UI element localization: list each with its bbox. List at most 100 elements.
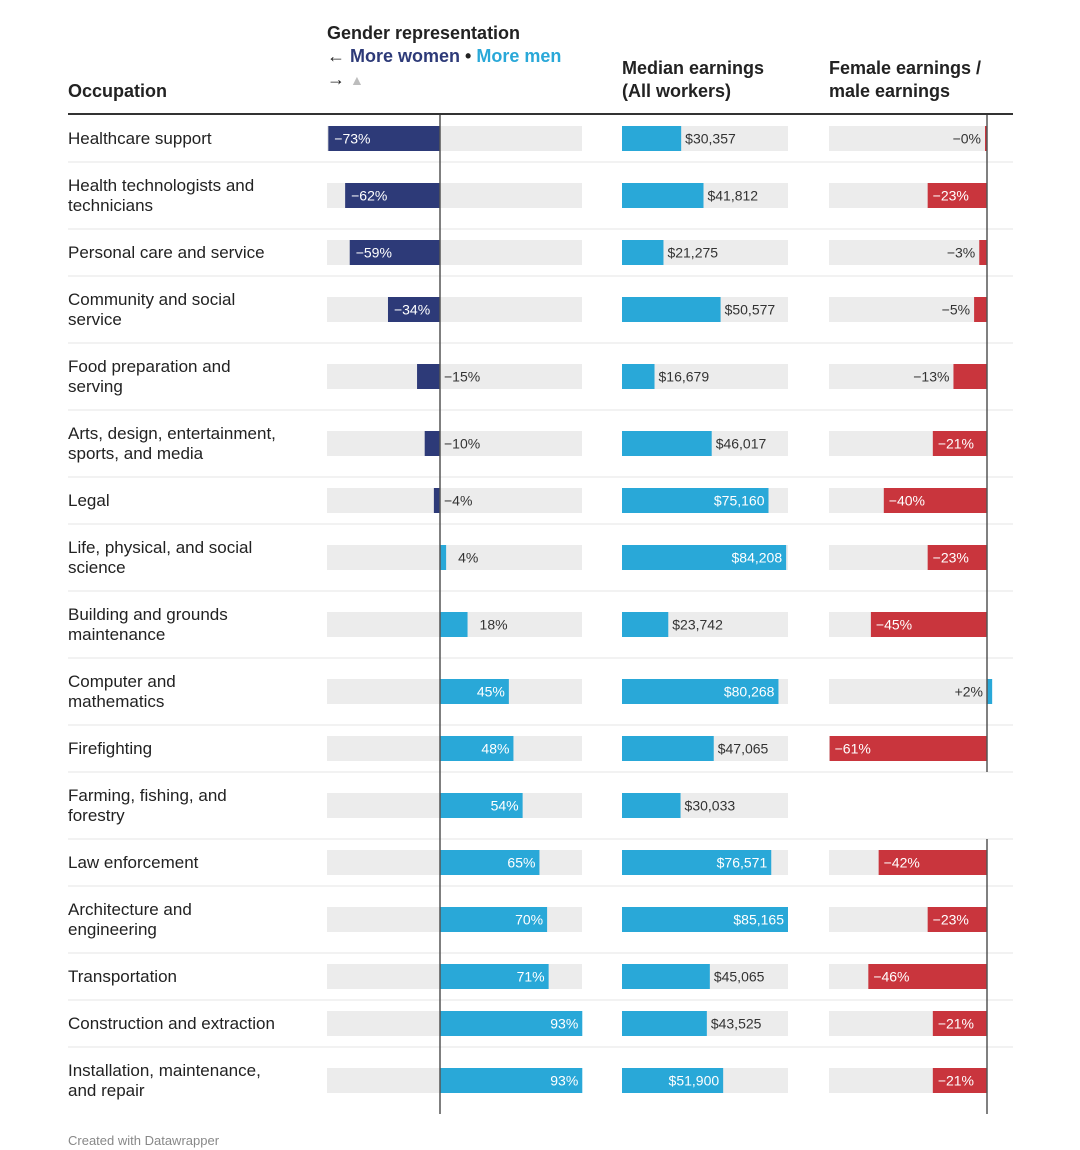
gender-value-label: −15% — [444, 369, 480, 385]
ratio-bar — [932, 431, 987, 456]
gender-track — [327, 431, 582, 456]
ratio-value-label: −46% — [873, 969, 909, 985]
occupation-label: Legal — [68, 491, 110, 510]
ratio-bar — [953, 364, 987, 389]
right-arrow-icon: → — [327, 69, 345, 89]
occupation-label-line2: engineering — [68, 920, 157, 939]
gender-track — [327, 545, 582, 570]
earnings-bar — [622, 679, 779, 704]
earnings-bar — [622, 907, 788, 932]
ratio-bar — [932, 1068, 987, 1093]
ratio-value-label: −23% — [933, 188, 969, 204]
ratio-track — [829, 679, 987, 704]
ratio-value-label: −21% — [938, 1073, 974, 1089]
gender-bar — [349, 240, 440, 265]
occupation-column-header[interactable]: Occupation — [68, 81, 168, 101]
gender-bar — [440, 964, 549, 989]
earnings-value-label: $43,525 — [711, 1016, 762, 1032]
ratio-bar — [868, 964, 987, 989]
ratio-track — [829, 126, 987, 151]
earnings-bar — [622, 240, 664, 265]
gender-bar — [387, 297, 440, 322]
earnings-bar — [622, 793, 681, 818]
left-arrow-icon: ← — [327, 46, 345, 66]
earnings-bar — [622, 364, 655, 389]
median-earnings-column-header[interactable]: Median earnings (All workers) — [622, 57, 802, 103]
gender-value-label: 48% — [481, 741, 509, 757]
earnings-value-label: $16,679 — [659, 369, 710, 385]
occupation-label-line1: Architecture and — [68, 900, 192, 919]
gender-bar — [440, 850, 540, 875]
occupation-label-line2: forestry — [68, 806, 125, 825]
ratio-bar — [878, 850, 987, 875]
occupation-label-line1: Installation, maintenance, — [68, 1061, 261, 1080]
occupation-label: Personal care and service — [68, 243, 265, 262]
ratio-bar — [883, 488, 987, 513]
gender-bar — [424, 431, 440, 456]
occupation-label-line2: sports, and media — [68, 444, 204, 463]
ratio-value-label: −61% — [835, 741, 871, 757]
earnings-value-label: $23,742 — [672, 617, 723, 633]
gender-value-label: −73% — [334, 131, 370, 147]
gender-header-title: Gender representation — [327, 23, 521, 43]
gender-bar — [440, 1011, 583, 1036]
gender-track — [327, 488, 582, 513]
earnings-value-label: $41,812 — [707, 188, 758, 204]
earnings-bar — [622, 612, 669, 637]
earnings-value-label: $50,577 — [725, 302, 776, 318]
gender-bar — [433, 488, 440, 513]
occupation-label-line1: Health technologists and — [68, 176, 254, 195]
gender-bar — [440, 907, 548, 932]
earnings-value-label: $51,900 — [669, 1073, 720, 1089]
gender-track — [327, 364, 582, 389]
occupation-label-line2: science — [68, 558, 126, 577]
occupation-label-line1: Community and social — [68, 290, 235, 309]
ratio-value-label: −5% — [942, 302, 970, 318]
ratio-bar — [927, 545, 987, 570]
occupation-label-line2: technicians — [68, 196, 153, 215]
earnings-bar — [622, 1068, 724, 1093]
occupation-label: Healthcare support — [68, 129, 212, 148]
sort-arrow-icon[interactable]: ▲ — [350, 72, 364, 88]
ratio-value-label: −40% — [889, 493, 925, 509]
earnings-bar — [622, 545, 787, 570]
gender-bar — [345, 183, 440, 208]
ratio-bar — [829, 736, 987, 761]
occupation-label: Transportation — [68, 967, 177, 986]
earnings-value-label: $45,065 — [714, 969, 765, 985]
earnings-bar — [622, 736, 714, 761]
earnings-bar — [622, 431, 712, 456]
earnings-bar — [622, 850, 772, 875]
ratio-bar — [932, 1011, 987, 1036]
occupation-label-line2: serving — [68, 377, 123, 396]
gender-value-label: 45% — [477, 684, 505, 700]
occupation-label-line1: Building and grounds — [68, 605, 228, 624]
gender-bar — [417, 364, 440, 389]
occupation-label-line2: mathematics — [68, 692, 164, 711]
ratio-value-label: −21% — [938, 436, 974, 452]
ratio-value-label: −23% — [933, 912, 969, 928]
earnings-value-label: $21,275 — [667, 245, 718, 261]
occupation-label-line1: Food preparation and — [68, 357, 231, 376]
gender-value-label: 4% — [458, 550, 478, 566]
gender-bar — [440, 736, 514, 761]
earnings-ratio-column-header[interactable]: Female earnings / male earnings — [829, 57, 1009, 103]
ratio-value-label: −42% — [884, 855, 920, 871]
occupation-label: Law enforcement — [68, 853, 199, 872]
gender-value-label: 18% — [480, 617, 508, 633]
ratio-bar — [974, 297, 987, 322]
ratio-value-label: −45% — [876, 617, 912, 633]
ratio-header-line1: Female earnings / — [829, 58, 982, 78]
earnings-bar — [622, 1011, 707, 1036]
ratio-bar — [927, 183, 987, 208]
earnings-value-label: $75,160 — [714, 493, 765, 509]
gender-value-label: −4% — [444, 493, 472, 509]
ratio-value-label: −3% — [947, 245, 975, 261]
occupation-label-line1: Farming, fishing, and — [68, 786, 227, 805]
ratio-bar — [927, 907, 987, 932]
ratio-bar — [979, 240, 987, 265]
ratio-bar — [985, 126, 987, 151]
footer-credit: Created with Datawrapper — [68, 1133, 220, 1148]
gender-bar — [328, 126, 440, 151]
gender-value-label: 70% — [515, 912, 543, 928]
